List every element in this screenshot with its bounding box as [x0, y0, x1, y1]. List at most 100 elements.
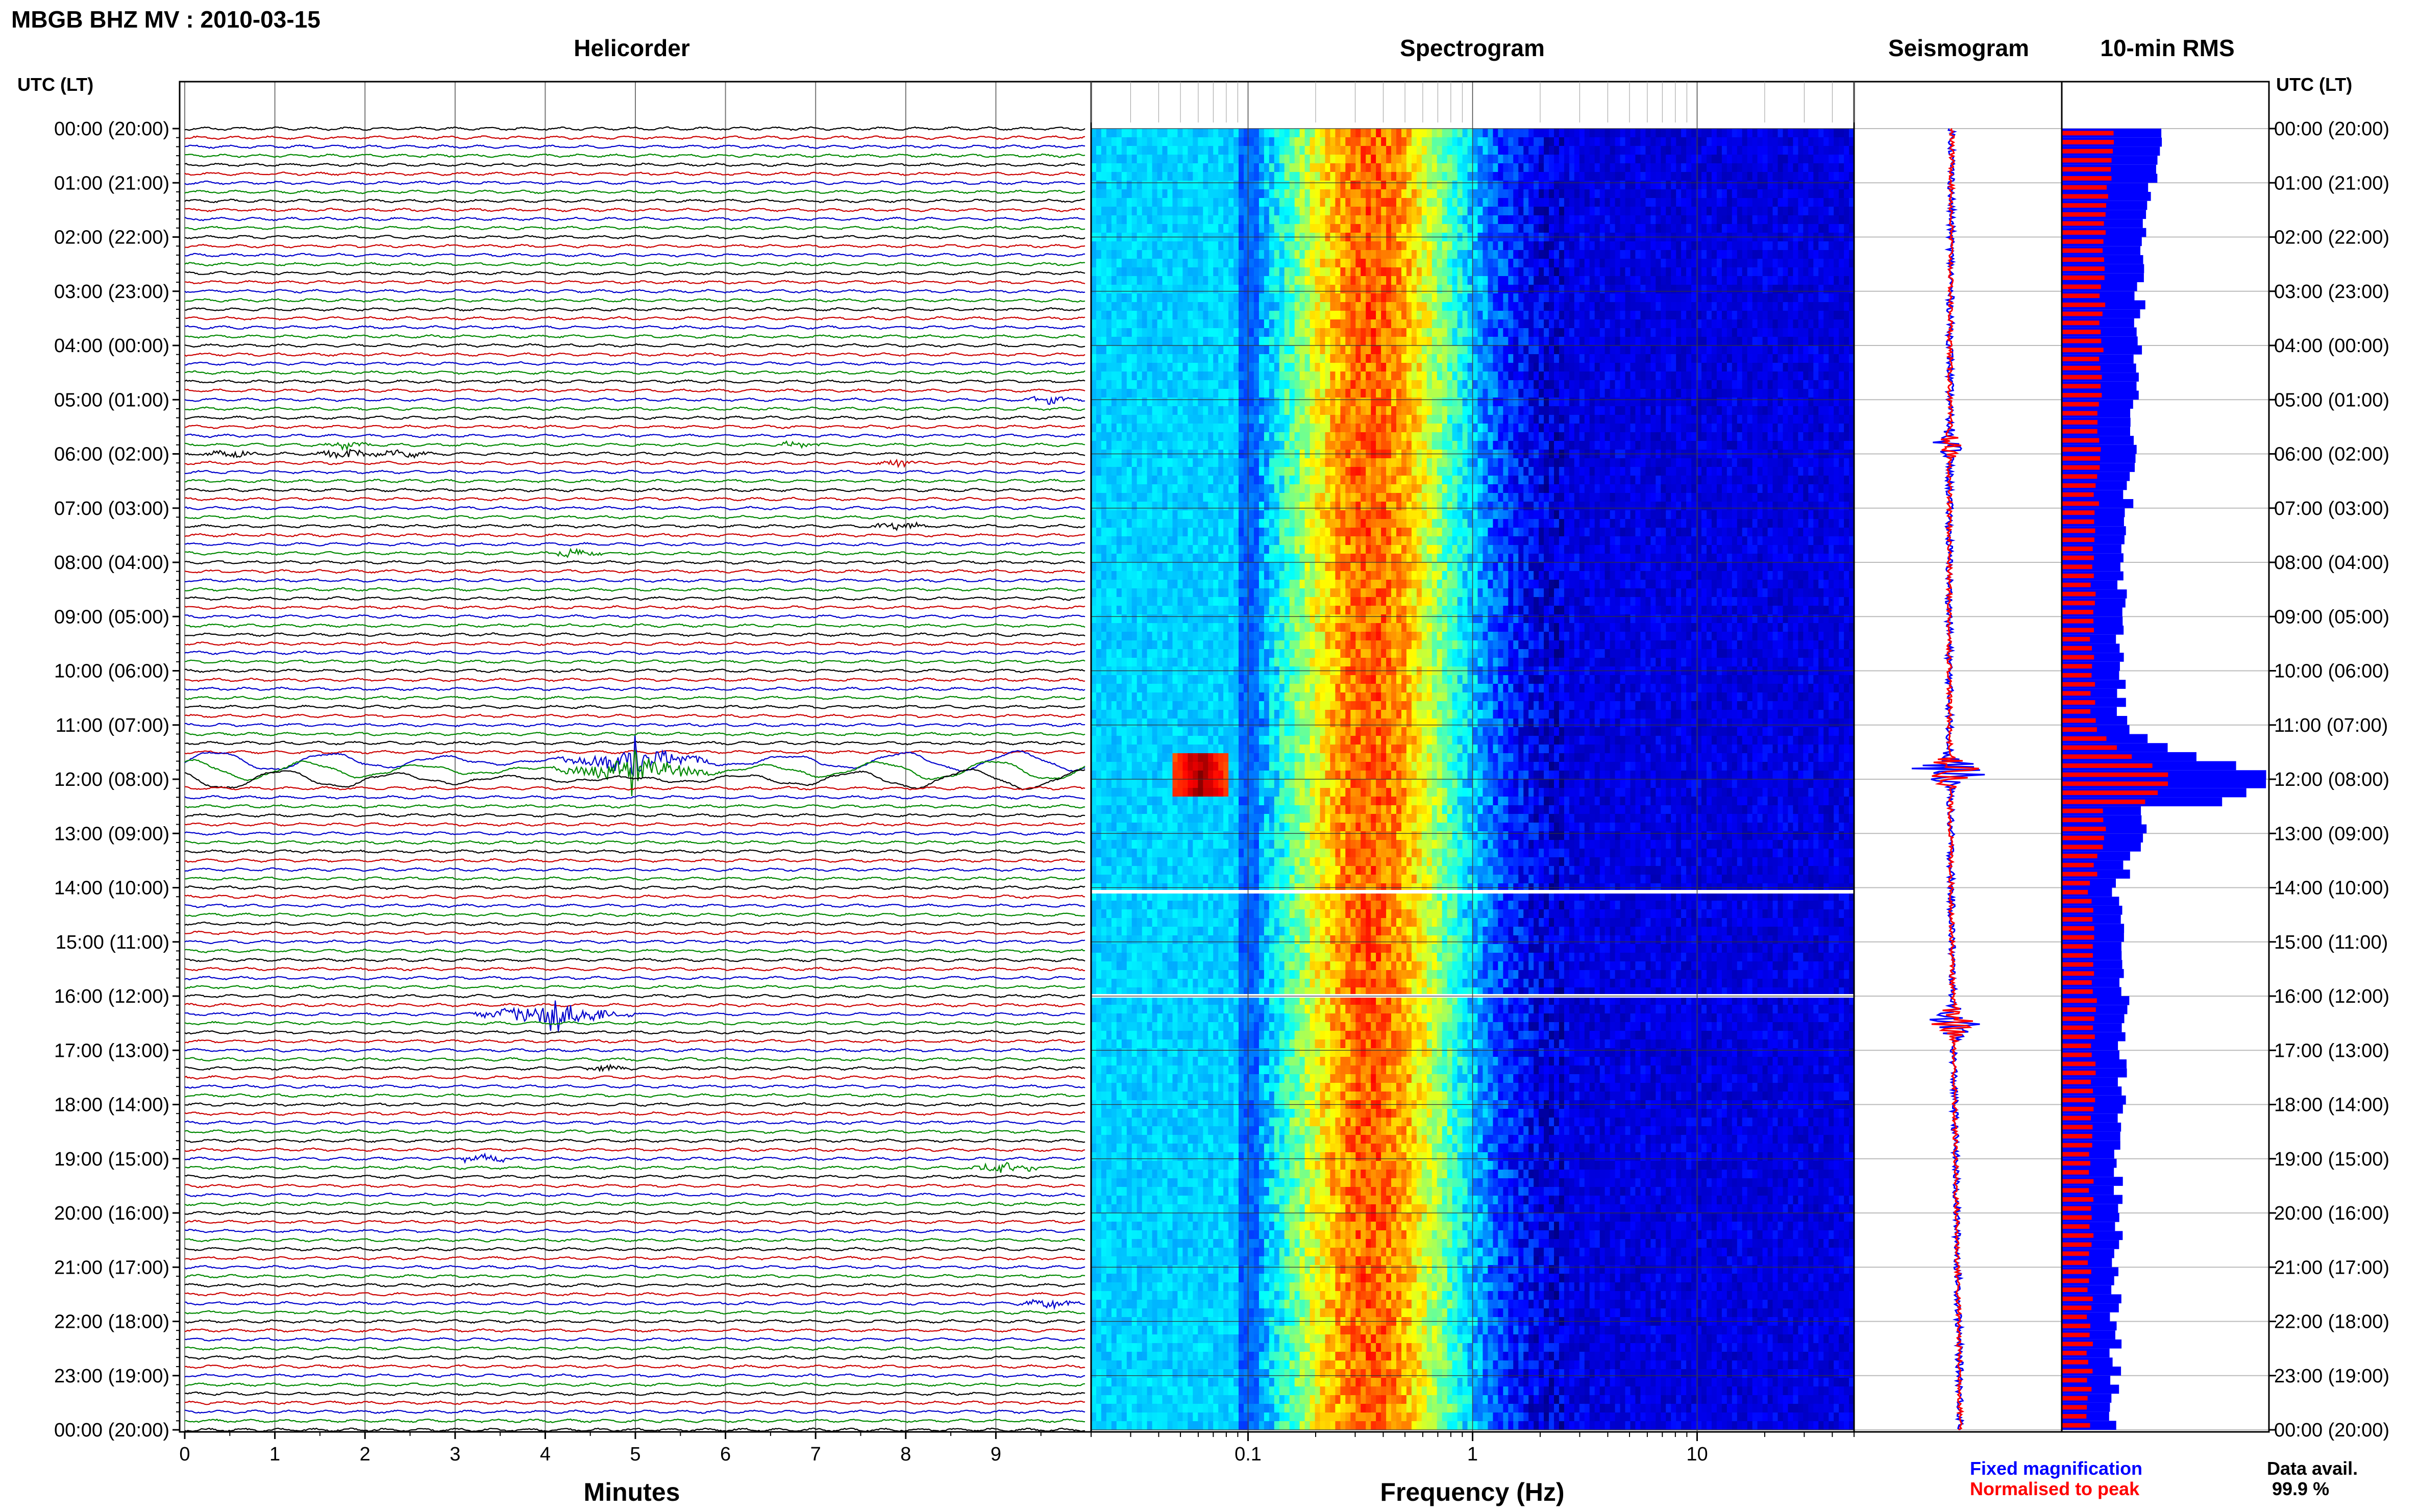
spectrogram-cell — [1228, 398, 1234, 407]
spectrogram-cell — [1284, 415, 1290, 424]
spectrogram-cell — [1172, 398, 1178, 407]
spectrogram-cell — [1686, 337, 1692, 346]
spectrogram-cell — [1310, 319, 1316, 329]
spectrogram-cell — [1747, 276, 1753, 285]
spectrogram-cell — [1269, 398, 1275, 407]
spectrogram-cell — [1778, 155, 1784, 164]
spectrogram-cell — [1610, 285, 1616, 294]
spectrogram-cell — [1325, 181, 1331, 190]
spectrogram-cell — [1762, 406, 1768, 415]
spectrogram-cell — [1462, 406, 1468, 415]
spectrogram-cell — [1569, 163, 1575, 172]
spectrogram-cell — [1671, 267, 1676, 277]
spectrogram-cell — [1335, 241, 1341, 251]
spectrogram-cell — [1518, 198, 1524, 207]
spectrogram-cell — [1340, 181, 1346, 190]
spectrogram-cell — [1258, 198, 1265, 207]
spectrogram-cell — [1661, 285, 1666, 294]
spectrogram-cell — [1539, 259, 1544, 268]
spectrogram-cell — [1452, 215, 1458, 225]
spectrogram-cell — [1483, 363, 1488, 372]
spectrogram-cell — [1574, 189, 1580, 199]
spectrogram-cell — [1426, 293, 1433, 303]
spectrogram-cell — [1320, 155, 1326, 164]
spectrogram-cell — [1401, 181, 1407, 190]
spectrogram-cell — [1193, 129, 1198, 138]
spectrogram-cell — [1274, 398, 1280, 407]
spectrogram-cell — [1208, 311, 1214, 320]
spectrogram-cell — [1564, 207, 1570, 216]
spectrogram-cell — [1742, 302, 1748, 311]
spectrogram-cell — [1579, 198, 1585, 207]
spectrogram-cell — [1635, 293, 1641, 303]
spectrogram-cell — [1757, 363, 1763, 372]
spectrogram-cell — [1284, 129, 1290, 138]
spectrogram-cell — [1783, 319, 1789, 329]
spectrogram-cell — [1131, 415, 1138, 424]
spectrogram-cell — [1091, 250, 1097, 259]
spectrogram-cell — [1279, 363, 1285, 372]
spectrogram-cell — [1294, 155, 1300, 164]
spectrogram-cell — [1182, 293, 1188, 303]
spectrogram-cell — [1752, 259, 1758, 268]
spectrogram-cell — [1549, 146, 1554, 155]
spectrogram-cell — [1839, 250, 1844, 259]
spectrogram-cell — [1508, 337, 1514, 346]
spectrogram-cell — [1188, 328, 1193, 337]
spectrogram-cell — [1294, 241, 1300, 251]
spectrogram-cell — [1757, 267, 1763, 277]
spectrogram-cell — [1147, 129, 1153, 138]
spectrogram-cell — [1386, 398, 1392, 407]
spectrogram-cell — [1258, 267, 1265, 277]
spectrogram-cell — [1335, 155, 1341, 164]
spectrogram-cell — [1721, 250, 1727, 259]
spectrogram-cell — [1762, 267, 1768, 277]
spectrogram-cell — [1198, 337, 1203, 346]
spectrogram-cell — [1640, 311, 1646, 320]
spectrogram-cell — [1711, 267, 1717, 277]
spectrogram-cell — [1218, 371, 1224, 381]
spectrogram-cell — [1803, 328, 1809, 337]
spectrogram-cell — [1549, 137, 1554, 146]
spectrogram-cell — [1431, 311, 1438, 320]
spectrogram-cell — [1625, 345, 1631, 355]
spectrogram-cell — [1599, 259, 1606, 268]
spectrogram-cell — [1671, 371, 1676, 381]
spectrogram-cell — [1406, 215, 1412, 225]
spectrogram-cell — [1834, 155, 1839, 164]
spectrogram-cell — [1401, 371, 1407, 381]
spectrogram-cell — [1757, 354, 1763, 363]
spectrogram-cell — [1818, 172, 1824, 181]
spectrogram-cell — [1503, 337, 1509, 346]
spectrogram-cell — [1793, 293, 1798, 303]
spectrogram-cell — [1513, 267, 1519, 277]
spectrogram-cell — [1116, 293, 1122, 303]
spectrogram-cell — [1310, 337, 1316, 346]
spectrogram-cell — [1096, 172, 1102, 181]
spectrogram-cell — [1371, 285, 1376, 294]
spectrogram-cell — [1350, 371, 1356, 381]
spectrogram-cell — [1737, 155, 1743, 164]
spectrogram-cell — [1462, 207, 1468, 216]
spectrogram-cell — [1477, 250, 1484, 259]
spectrogram-cell — [1574, 398, 1580, 407]
spectrogram-cell — [1767, 155, 1773, 164]
spectrogram-cell — [1284, 163, 1290, 172]
spectrogram-cell — [1294, 189, 1300, 199]
spectrogram-cell — [1274, 337, 1280, 346]
spectrogram-cell — [1431, 354, 1438, 363]
spectrogram-cell — [1330, 319, 1336, 329]
spectrogram-cell — [1681, 189, 1687, 199]
spectrogram-cell — [1732, 319, 1738, 329]
spectrogram-cell — [1747, 337, 1753, 346]
spectrogram-cell — [1264, 250, 1270, 259]
spectrogram-cell — [1157, 380, 1163, 389]
spectrogram-cell — [1549, 155, 1554, 164]
spectrogram-cell — [1253, 302, 1260, 311]
spectrogram-cell — [1747, 363, 1753, 372]
spectrogram-cell — [1518, 354, 1524, 363]
spectrogram-cell — [1106, 311, 1112, 320]
spectrogram-cell — [1157, 250, 1163, 259]
spectrogram-cell — [1549, 337, 1554, 346]
spectrogram-cell — [1462, 137, 1468, 146]
